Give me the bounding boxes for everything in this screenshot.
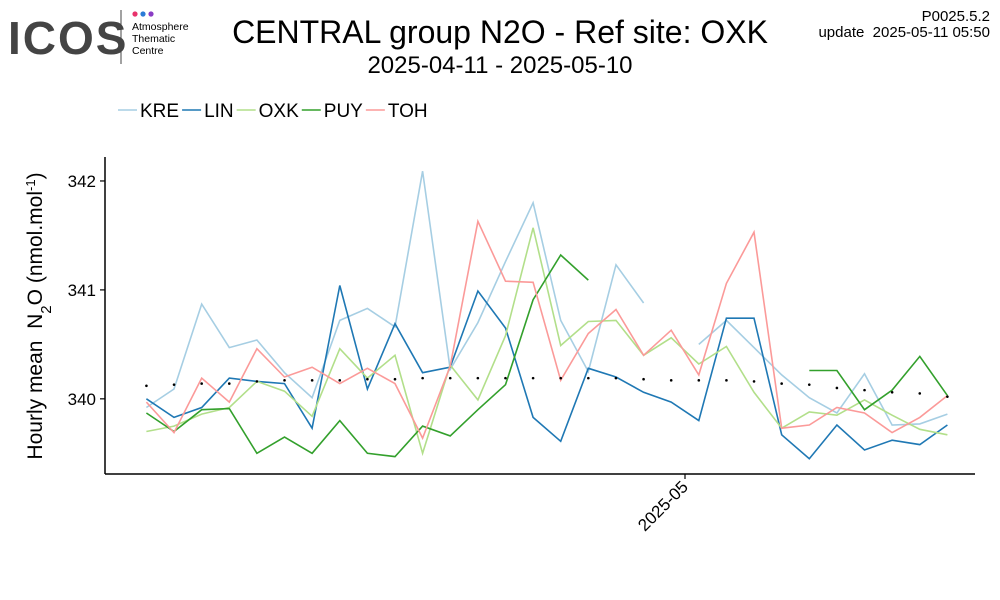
y-axis-label-part: 2 <box>38 305 55 313</box>
logo-dot <box>140 11 146 17</box>
y-axis-label: Hourly mean N2O (nmol.mol-1) <box>23 172 55 459</box>
logo-text: Centre <box>132 45 164 57</box>
reference-point <box>421 376 424 380</box>
reference-point <box>255 380 259 383</box>
reference-point <box>338 379 342 382</box>
y-axis-label-part: O (nmol.mol <box>24 191 47 305</box>
reference-point <box>697 379 701 382</box>
series-line <box>145 218 948 441</box>
y-axis-label-part: Hourly mean N <box>24 314 47 460</box>
reference-point <box>393 377 397 381</box>
version: P0025.5.2 <box>922 8 990 25</box>
reference-point <box>918 392 922 395</box>
reference-point <box>587 376 590 380</box>
reference-point <box>614 376 618 380</box>
y-tick-label: 342 <box>68 172 96 191</box>
reference-point <box>172 383 176 386</box>
chart-subtitle: 2025-04-11 - 2025-05-10 <box>367 52 632 79</box>
legend-label: TOH <box>388 101 428 122</box>
reference-point <box>448 376 452 380</box>
legend-label: LIN <box>204 101 234 122</box>
reference-point <box>642 377 645 381</box>
series-line <box>809 355 949 411</box>
reference-point <box>890 390 894 394</box>
reference-point <box>531 376 535 380</box>
y-tick-label: 340 <box>68 390 96 409</box>
logo-text: Thematic <box>132 33 175 45</box>
series-line <box>145 253 589 458</box>
series-line <box>146 227 948 457</box>
legend-label: KRE <box>140 101 179 122</box>
reference-point <box>283 379 286 382</box>
update: update 2025-05-11 05:50 <box>818 24 990 41</box>
reference-point <box>807 383 811 386</box>
reference-point <box>366 377 369 381</box>
reference-point <box>310 379 314 382</box>
reference-point <box>752 380 756 383</box>
chart-title: CENTRAL group N2O - Ref site: OXK <box>232 14 768 50</box>
reference-point <box>200 382 203 385</box>
reference-point <box>863 388 866 392</box>
logo-dot <box>132 11 138 17</box>
reference-point <box>145 384 148 388</box>
y-tick-label: 341 <box>68 281 96 300</box>
y-axis-label-part: ) <box>24 172 47 179</box>
legend-label: PUY <box>324 101 363 122</box>
logo: ICOS <box>8 12 128 64</box>
legend: KRE LIN OXK PUY TOH <box>118 101 428 122</box>
logo-text: Atmosphere <box>132 21 189 33</box>
legend-label: OXK <box>259 101 299 122</box>
y-axis-label-part: -1 <box>23 179 38 191</box>
reference-point <box>669 379 673 382</box>
reference-point <box>476 376 480 380</box>
reference-point <box>835 386 839 390</box>
reference-point <box>227 382 231 385</box>
reference-point <box>780 382 783 385</box>
reference-point <box>946 395 949 398</box>
reference-point <box>559 376 563 380</box>
series-line <box>145 285 948 460</box>
reference-point <box>504 376 507 380</box>
reference-point <box>725 379 728 382</box>
logo-dot <box>148 11 154 17</box>
series-line <box>145 171 645 409</box>
